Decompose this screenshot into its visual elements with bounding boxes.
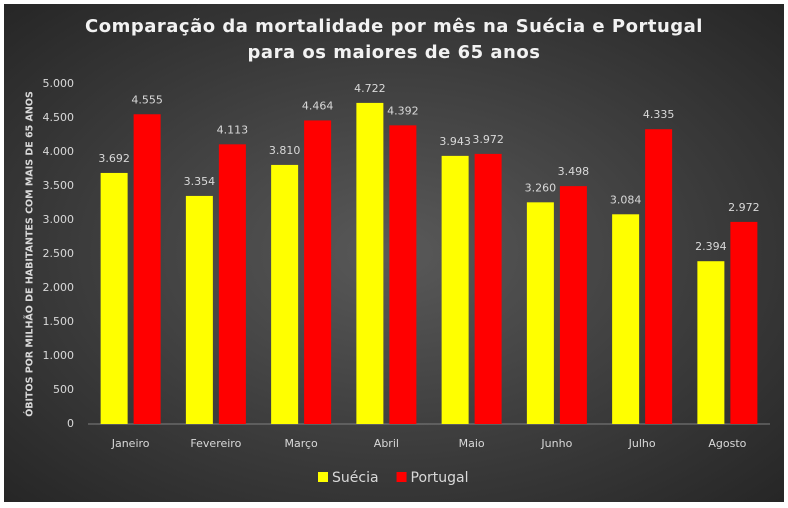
y-tick-label: 1.000 <box>43 349 75 362</box>
bar <box>730 221 758 424</box>
value-label: 4.113 <box>217 123 249 136</box>
bar <box>697 261 725 424</box>
y-tick-label: 500 <box>53 383 74 396</box>
x-tick-label: Janeiro <box>111 437 150 450</box>
bar <box>133 114 161 424</box>
bar <box>218 144 246 425</box>
value-label: 3.498 <box>558 165 590 178</box>
x-tick-label: Agosto <box>708 437 746 450</box>
legend-label: Portugal <box>411 470 469 486</box>
bar <box>559 186 587 424</box>
x-tick-label: Junho <box>540 437 572 450</box>
chart-title: Comparação da mortalidade por mês na Sué… <box>85 16 703 63</box>
y-tick-label: 3.000 <box>43 213 75 226</box>
value-label: 3.354 <box>184 175 216 188</box>
y-tick-label: 2.500 <box>43 247 75 260</box>
bar <box>612 214 640 424</box>
value-label: 3.084 <box>610 193 642 206</box>
bar <box>304 120 332 424</box>
value-label: 3.943 <box>439 135 471 148</box>
y-tick-label: 5.000 <box>43 77 75 90</box>
value-label: 3.972 <box>472 133 504 146</box>
bar <box>356 102 384 425</box>
y-tick-label: 2.000 <box>43 281 75 294</box>
bar <box>100 172 128 424</box>
bar <box>526 202 554 424</box>
value-label: 2.394 <box>695 240 727 253</box>
bar <box>441 155 469 424</box>
value-label: 2.972 <box>728 201 760 214</box>
value-label: 3.260 <box>525 181 557 194</box>
bar <box>271 164 299 425</box>
x-tick-label: Maio <box>459 437 485 450</box>
bar <box>474 153 502 425</box>
x-tick-label: Julho <box>628 437 656 450</box>
value-label: 4.392 <box>387 104 419 117</box>
y-tick-label: 4.000 <box>43 145 75 158</box>
x-tick-label: Abril <box>374 437 399 450</box>
value-label: 4.722 <box>354 82 386 95</box>
bar <box>389 125 417 425</box>
bar <box>185 195 213 424</box>
x-tick-label: Março <box>284 437 318 450</box>
y-tick-label: 4.500 <box>43 111 75 124</box>
legend-swatch <box>318 472 328 482</box>
value-label: 3.692 <box>98 152 130 165</box>
legend-label: Suécia <box>332 470 379 486</box>
x-tick-label: Fevereiro <box>190 437 241 450</box>
bar <box>645 129 673 424</box>
value-label: 4.464 <box>302 99 334 112</box>
y-tick-label: 3.500 <box>43 179 75 192</box>
value-label: 4.555 <box>131 93 163 106</box>
y-axis-label: ÓBITOS POR MILHÃO DE HABITANTES COM MAIS… <box>24 91 36 417</box>
legend-swatch <box>396 472 407 482</box>
value-label: 4.335 <box>643 108 675 121</box>
value-label: 3.810 <box>269 144 301 157</box>
y-tick-label: 0 <box>67 417 74 430</box>
y-tick-label: 1.500 <box>43 315 75 328</box>
